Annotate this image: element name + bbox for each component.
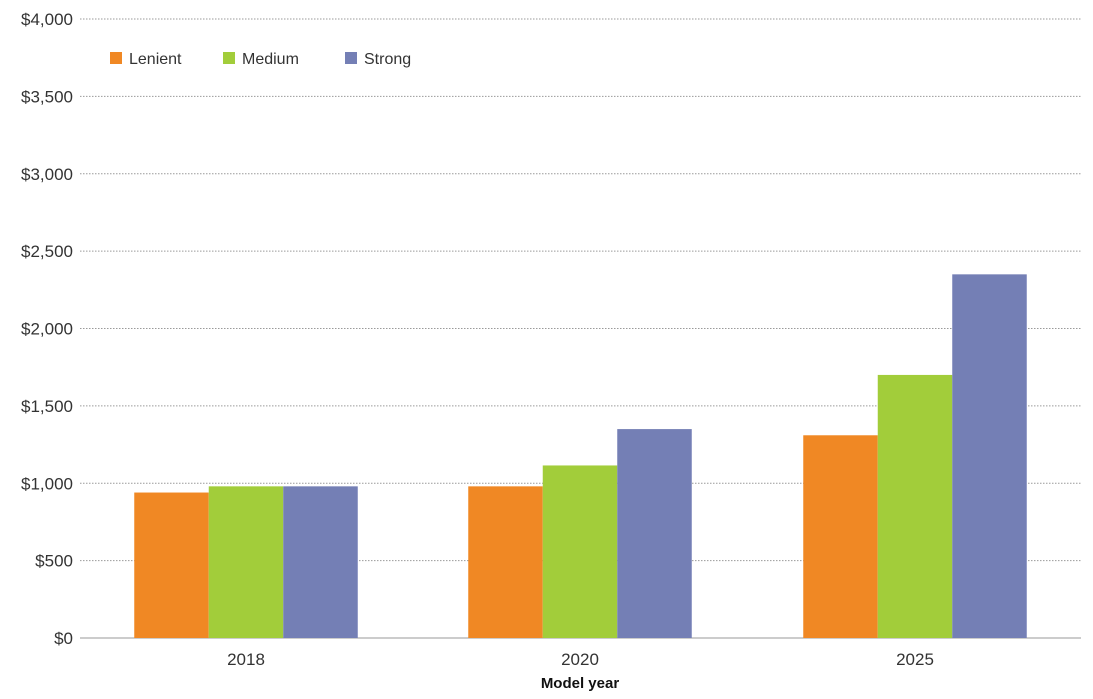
bar-medium-2018 [208, 486, 284, 638]
y-tick-label: $0 [54, 629, 73, 648]
legend-label-lenient: Lenient [129, 51, 182, 68]
y-tick-label: $500 [35, 552, 73, 571]
x-tick-label: 2025 [896, 650, 934, 669]
legend-swatch-lenient [110, 52, 122, 64]
y-tick-label: $4,000 [21, 10, 73, 29]
bars [134, 274, 1027, 638]
x-tick-label: 2020 [561, 650, 599, 669]
y-tick-label: $2,500 [21, 242, 73, 261]
legend-swatch-strong [345, 52, 357, 64]
legend-label-strong: Strong [364, 51, 411, 68]
bar-medium-2025 [877, 374, 953, 638]
y-axis-tick-labels: $0 $500 $1,000 $1,500 $2,000 $2,500 $3,000 $3,5… [21, 10, 73, 648]
y-tick-label: $3,500 [21, 87, 73, 106]
bar-medium-2020 [542, 465, 618, 638]
y-tick-label: $1,000 [21, 474, 73, 493]
legend: Lenient Medium Strong [110, 51, 411, 68]
bar-lenient-2020 [468, 486, 543, 638]
bar-strong-2018 [283, 486, 358, 638]
y-tick-label: $3,000 [21, 165, 73, 184]
legend-label-medium: Medium [242, 51, 299, 68]
y-tick-label: $2,000 [21, 320, 73, 339]
x-axis-tick-labels: 2018 2020 2025 [227, 650, 934, 669]
bar-lenient-2018 [134, 492, 209, 638]
bar-lenient-2025 [803, 435, 878, 638]
x-axis-title: Model year [541, 675, 620, 692]
bar-strong-2025 [952, 274, 1027, 638]
bar-strong-2020 [617, 429, 692, 638]
legend-swatch-medium [223, 52, 235, 64]
x-tick-label: 2018 [227, 650, 265, 669]
y-tick-label: $1,500 [21, 397, 73, 416]
